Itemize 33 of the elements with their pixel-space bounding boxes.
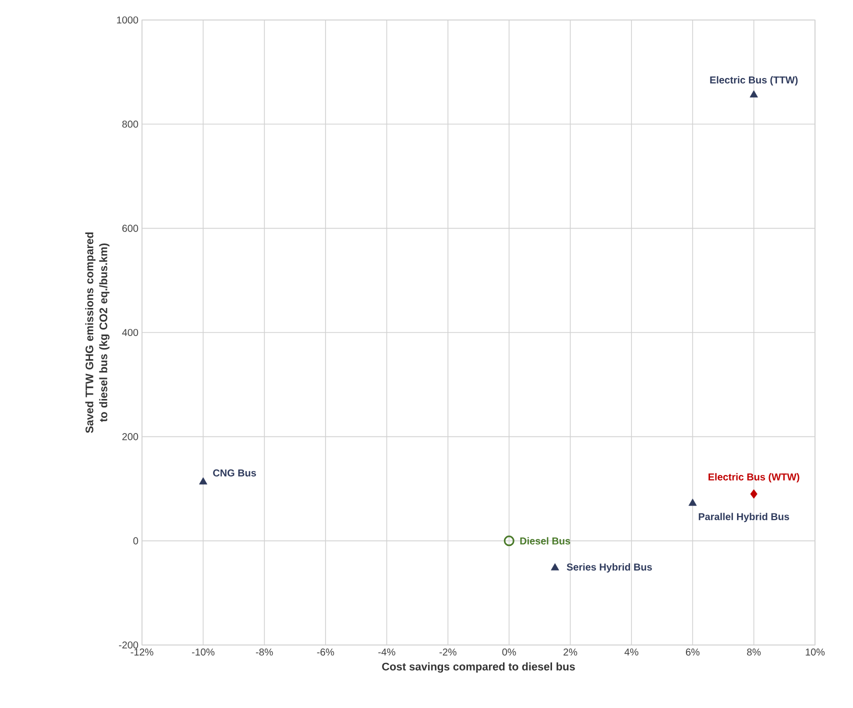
x-axis-title: Cost savings compared to diesel bus — [382, 662, 575, 673]
point — [199, 477, 208, 484]
y-tick-label: 600 — [122, 224, 138, 232]
x-tick-label: 6% — [686, 648, 700, 656]
y-tick-label: 200 — [122, 433, 138, 440]
series-label: Diesel Bus — [520, 537, 570, 544]
x-tick-label: 8% — [747, 648, 761, 656]
y-tick-label: -200 — [118, 641, 138, 649]
x-tick-label: -10% — [192, 648, 214, 656]
x-tick-label: 4% — [624, 648, 638, 656]
point — [750, 90, 758, 98]
series-label: CNG Bus — [213, 469, 256, 476]
y-tick-label: 800 — [122, 120, 138, 128]
point — [688, 498, 697, 506]
point — [550, 563, 560, 570]
x-tick-label: -8% — [256, 648, 273, 656]
y-tick-label: 400 — [122, 328, 138, 336]
point — [750, 489, 758, 499]
series-label: Electric Bus (WTW) — [708, 473, 800, 482]
x-tick-label: -6% — [317, 648, 334, 656]
series-label: Series Hybrid Bus — [566, 563, 652, 573]
x-tick-label: 0% — [502, 648, 516, 656]
series-label: Electric Bus (TTW) — [710, 76, 798, 86]
x-tick-label: 10% — [806, 648, 825, 656]
y-tick-label: 0 — [133, 537, 138, 544]
x-tick-label: -12% — [130, 648, 154, 656]
series-label: Parallel Hybrid Bus — [698, 512, 790, 522]
x-tick-label: -4% — [378, 648, 396, 656]
y-axis-title: Saved TTW GHG emissions compared to diesel bus (kg CO2 eq./bus.km) — [85, 232, 110, 433]
x-tick-label: 2% — [564, 648, 578, 656]
y-tick-label: 1000 — [117, 16, 138, 24]
point — [504, 536, 514, 546]
x-tick-label: -2% — [439, 648, 456, 656]
